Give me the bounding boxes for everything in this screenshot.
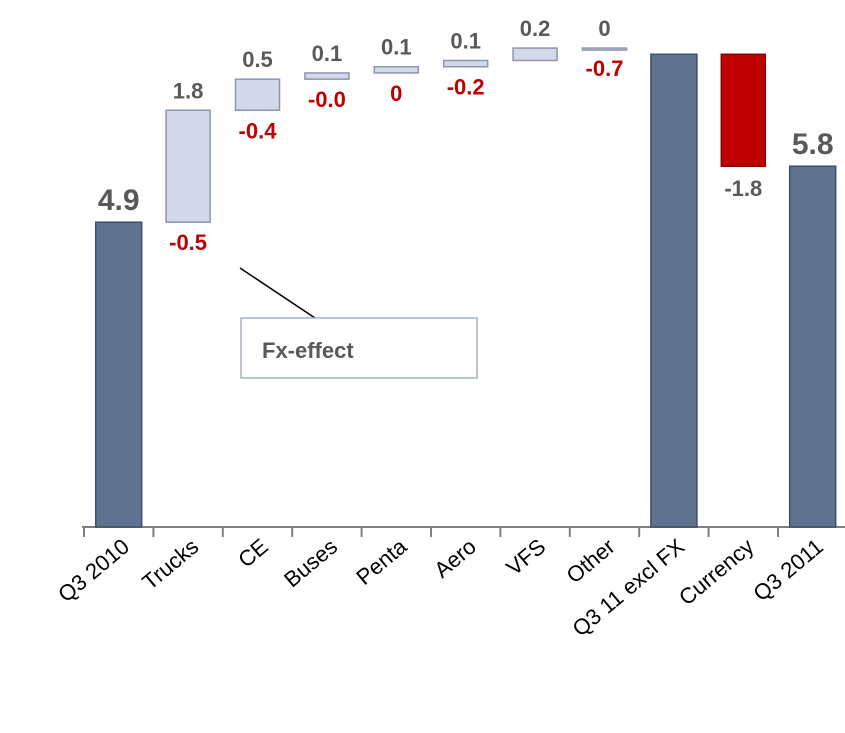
bar — [234, 78, 281, 112]
fx-label: 0 — [390, 81, 402, 106]
bar — [512, 47, 558, 62]
x-tick-label: VFS — [501, 534, 550, 581]
annotation-line — [239, 267, 316, 319]
annotation-box — [240, 317, 478, 379]
fx-label: -0.4 — [239, 118, 278, 143]
data-label: 4.9 — [98, 184, 140, 217]
fx-label: -0.5 — [169, 230, 207, 255]
fx-label: -0.7 — [586, 56, 624, 81]
x-tick-label: Aero — [429, 534, 481, 583]
data-label: 0.1 — [450, 29, 481, 54]
data-label: 0.2 — [520, 16, 551, 41]
x-tick-label: Other — [561, 534, 619, 589]
bar — [304, 72, 350, 80]
bar — [165, 109, 211, 223]
bar — [373, 65, 420, 74]
x-tick-label: Trucks — [137, 534, 203, 595]
fx-label: -0.2 — [447, 75, 485, 100]
bar — [442, 59, 489, 68]
x-tick-label: Currency — [674, 534, 758, 611]
bar — [94, 221, 143, 528]
x-tick-label: Q3 2011 — [748, 534, 827, 606]
x-tick-label: CE — [233, 534, 272, 573]
x-tick-label: Q3 2010 — [53, 534, 134, 607]
data-label: -1.8 — [724, 176, 762, 201]
bar — [720, 53, 767, 167]
data-label: 5.8 — [792, 128, 834, 161]
x-tick-label: Buses — [279, 534, 342, 592]
bar — [788, 165, 837, 528]
data-label: 0.1 — [381, 35, 412, 60]
bar — [650, 53, 698, 528]
x-tick-label: Penta — [351, 533, 412, 590]
data-label: 0 — [598, 16, 610, 41]
data-label: 1.8 — [173, 78, 204, 103]
bar — [581, 47, 628, 51]
data-label: 0.1 — [312, 41, 343, 66]
fx-label: -0.0 — [308, 87, 346, 112]
annotation-text: Fx-effect — [262, 338, 354, 363]
data-label: 0.5 — [242, 47, 273, 72]
